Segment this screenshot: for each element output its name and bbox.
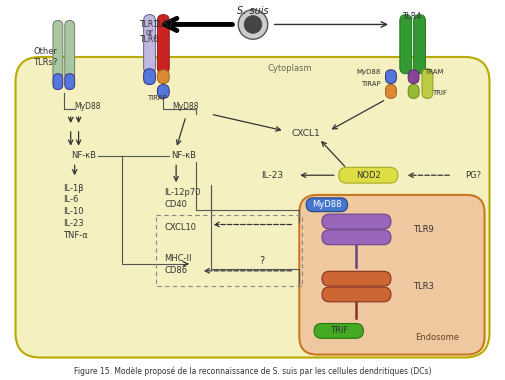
Text: NOD2: NOD2: [356, 171, 381, 180]
FancyBboxPatch shape: [299, 195, 485, 355]
Text: TLR4: TLR4: [403, 12, 422, 21]
FancyBboxPatch shape: [158, 85, 169, 98]
Text: TRIF: TRIF: [330, 326, 348, 336]
FancyBboxPatch shape: [53, 74, 63, 90]
Text: IL-23: IL-23: [261, 171, 283, 180]
FancyBboxPatch shape: [322, 230, 391, 245]
FancyBboxPatch shape: [385, 70, 396, 84]
Text: Endosome: Endosome: [415, 333, 459, 342]
FancyBboxPatch shape: [143, 14, 156, 74]
FancyBboxPatch shape: [322, 214, 391, 229]
Text: PG?: PG?: [465, 171, 481, 180]
Text: S. suis: S. suis: [237, 6, 269, 16]
FancyBboxPatch shape: [339, 167, 398, 183]
Text: MyD88: MyD88: [173, 102, 199, 111]
Text: TNF-α: TNF-α: [63, 231, 87, 240]
FancyBboxPatch shape: [414, 14, 425, 74]
Text: TLR2: TLR2: [155, 20, 174, 29]
Text: CXCL10: CXCL10: [164, 223, 196, 232]
Circle shape: [238, 10, 268, 39]
Text: IL-6: IL-6: [63, 195, 78, 204]
FancyBboxPatch shape: [385, 85, 396, 98]
Text: TLR3: TLR3: [413, 282, 433, 291]
Text: MyD88: MyD88: [75, 102, 101, 111]
FancyBboxPatch shape: [408, 85, 419, 98]
FancyBboxPatch shape: [422, 69, 433, 98]
FancyBboxPatch shape: [400, 14, 412, 74]
Text: CD86: CD86: [164, 266, 187, 275]
FancyBboxPatch shape: [322, 287, 391, 302]
Text: TLR9: TLR9: [413, 225, 433, 234]
Text: NF-κB: NF-κB: [71, 151, 95, 160]
FancyBboxPatch shape: [53, 21, 63, 80]
FancyBboxPatch shape: [322, 271, 391, 286]
Text: TLR6: TLR6: [140, 35, 159, 44]
Text: TRIF: TRIF: [432, 90, 447, 97]
Text: TIRAP: TIRAP: [362, 81, 381, 87]
Text: NF-κB: NF-κB: [171, 151, 196, 160]
Text: TIRAP: TIRAP: [146, 95, 166, 101]
Text: or: or: [145, 28, 154, 37]
Text: IL-12p70: IL-12p70: [164, 188, 201, 198]
Text: Cytoplasm: Cytoplasm: [267, 64, 312, 73]
FancyBboxPatch shape: [16, 57, 489, 358]
Text: TRAM: TRAM: [424, 69, 444, 75]
Text: CXCL1: CXCL1: [292, 129, 321, 138]
Text: Other
TLRs?: Other TLRs?: [33, 47, 58, 66]
Text: IL-10: IL-10: [63, 207, 83, 216]
FancyBboxPatch shape: [143, 69, 156, 85]
Text: MHC-II: MHC-II: [164, 255, 192, 263]
FancyBboxPatch shape: [158, 70, 169, 84]
FancyBboxPatch shape: [65, 21, 75, 80]
Text: MyD88: MyD88: [357, 69, 381, 75]
Text: MyD88: MyD88: [312, 200, 342, 209]
FancyBboxPatch shape: [158, 14, 169, 74]
Text: IL-1β: IL-1β: [63, 184, 83, 193]
Text: TLR1: TLR1: [140, 20, 159, 29]
Text: IL-23: IL-23: [63, 219, 83, 228]
FancyBboxPatch shape: [408, 70, 419, 84]
Text: Figure 15. Modèle proposé de la reconnaissance de S. suis par les cellules dendr: Figure 15. Modèle proposé de la reconnai…: [74, 367, 431, 376]
Text: ?: ?: [259, 256, 265, 266]
FancyBboxPatch shape: [306, 198, 347, 212]
Circle shape: [244, 16, 262, 33]
FancyBboxPatch shape: [314, 323, 364, 338]
FancyBboxPatch shape: [65, 74, 75, 90]
Text: CD40: CD40: [164, 200, 187, 209]
